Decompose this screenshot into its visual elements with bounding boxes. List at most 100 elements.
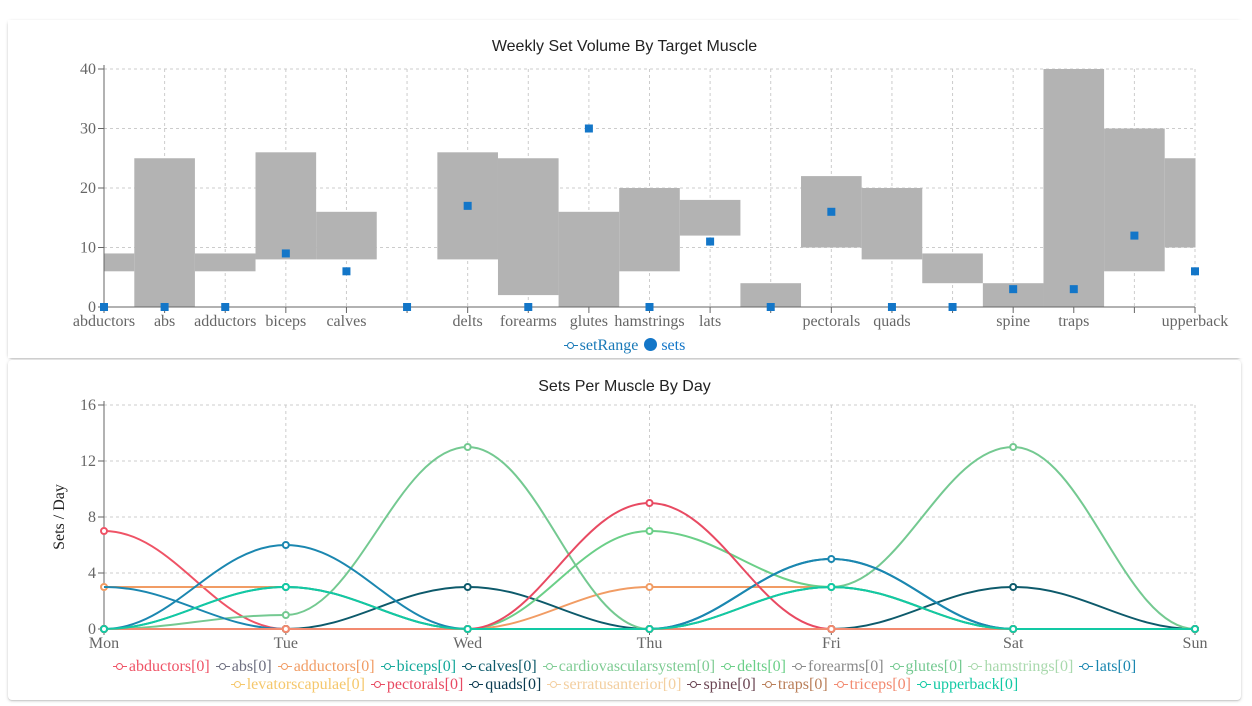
legend-line-icon — [462, 663, 477, 671]
series-point[interactable] — [463, 583, 472, 591]
x-tick-label: lats — [699, 313, 721, 330]
legend-label: quads[0] — [485, 676, 542, 693]
set-range-bar[interactable] — [134, 158, 195, 307]
legend-item[interactable]: adductors[0] — [277, 658, 375, 676]
set-volume-chart-card: Weekly Set Volume By Target Muscle 0 10 20… — [8, 20, 1246, 358]
legend-item[interactable]: calves[0] — [462, 658, 537, 676]
sets-point[interactable] — [524, 303, 533, 311]
legend-item[interactable]: lats[0] — [1079, 658, 1136, 676]
legend-dot-icon — [644, 338, 658, 351]
legend-line-icon — [380, 663, 395, 671]
series-point[interactable] — [645, 625, 654, 633]
legend-item[interactable]: quads[0] — [469, 676, 541, 694]
series-point[interactable] — [645, 583, 654, 591]
set-range-bar[interactable] — [255, 152, 317, 260]
set-range-bar[interactable] — [194, 253, 256, 272]
sets-point[interactable] — [645, 303, 654, 311]
sets-point[interactable] — [342, 267, 351, 276]
series-point[interactable] — [1191, 625, 1199, 633]
axis-mask — [8, 20, 104, 358]
legend-item[interactable]: traps[0] — [761, 676, 828, 694]
legend-item[interactable]: abs[0] — [215, 658, 272, 676]
series-point[interactable] — [281, 541, 290, 549]
set-range-bar[interactable] — [1104, 128, 1165, 272]
sets-point[interactable] — [706, 237, 715, 246]
y-tick-label: 4 — [88, 565, 96, 582]
sets-point[interactable] — [584, 124, 593, 133]
sets-point[interactable] — [1069, 285, 1078, 294]
series-point[interactable] — [827, 555, 836, 563]
legend-item[interactable]: cardiovascularsystem[0] — [542, 658, 715, 676]
sets-point[interactable] — [100, 303, 108, 311]
legend-item[interactable]: levatorscapulae[0] — [230, 676, 365, 694]
set-range-bar[interactable] — [861, 188, 923, 260]
legend-item[interactable]: hamstrings[0] — [968, 658, 1073, 676]
legend-item[interactable]: serratusanterior[0] — [547, 676, 681, 694]
legend-label: abs[0] — [231, 658, 272, 675]
series-point[interactable] — [1009, 583, 1018, 591]
series-point[interactable] — [100, 625, 108, 633]
chart-legend: abductors[0] abs[0] adductors[0] biceps[0] c… — [8, 658, 1241, 694]
sets-point[interactable] — [281, 249, 290, 258]
set-range-bar[interactable] — [1043, 69, 1105, 307]
series-point[interactable] — [463, 443, 472, 451]
legend-item[interactable]: glutes[0] — [889, 658, 962, 676]
x-tick-label: traps — [1058, 313, 1089, 330]
set-range-bar[interactable] — [558, 211, 620, 307]
legend-label: adductors[0] — [293, 658, 375, 675]
legend-line-icon — [542, 663, 557, 671]
legend-item-setRange[interactable]: setRange — [563, 337, 639, 355]
series-point[interactable] — [100, 527, 108, 535]
sets-point[interactable] — [1191, 267, 1199, 276]
legend-line-icon — [469, 681, 484, 689]
set-range-bar[interactable] — [316, 211, 377, 260]
y-tick-label: 10 — [80, 240, 96, 257]
sets-point[interactable] — [948, 303, 957, 311]
set-volume-chart: 0 10 20 30 40 abductors abs adductors biceps calv… — [8, 20, 1246, 358]
legend-item[interactable]: upperback[0] — [916, 676, 1018, 694]
series-point[interactable] — [645, 527, 654, 535]
series-point[interactable] — [1009, 625, 1018, 633]
legend-label: serratusanterior[0] — [563, 676, 682, 693]
sets-point[interactable] — [827, 207, 836, 216]
set-range-bar[interactable] — [740, 283, 802, 307]
sets-point[interactable] — [1130, 231, 1139, 240]
legend-item[interactable]: biceps[0] — [380, 658, 456, 676]
legend-label: sets — [661, 337, 686, 354]
series-point[interactable] — [1009, 443, 1018, 451]
legend-item[interactable]: abductors[0] — [112, 658, 210, 676]
legend-item[interactable]: delts[0] — [721, 658, 786, 676]
legend-line-icon — [761, 681, 776, 689]
legend-item[interactable]: spine[0] — [687, 676, 756, 694]
legend-label: forearms[0] — [808, 658, 884, 675]
set-range-bar[interactable] — [982, 283, 1044, 307]
legend-item-sets[interactable]: sets — [644, 337, 685, 355]
legend-item[interactable]: triceps[0] — [833, 676, 911, 694]
series-point[interactable] — [827, 625, 836, 633]
legend-label: setRange — [579, 337, 639, 354]
x-tick-label: adductors — [194, 313, 256, 330]
sets-point[interactable] — [766, 303, 775, 311]
set-range-bar[interactable] — [497, 158, 559, 296]
series-point[interactable] — [463, 625, 472, 633]
set-range-bar[interactable] — [922, 253, 983, 284]
legend-item[interactable]: forearms[0] — [792, 658, 884, 676]
series-point[interactable] — [827, 583, 836, 591]
x-tick-label: calves — [326, 313, 366, 330]
sets-point[interactable] — [403, 303, 412, 311]
set-range-bar[interactable] — [619, 188, 680, 272]
series-point[interactable] — [281, 583, 290, 591]
y-tick-label: 40 — [80, 61, 96, 78]
series-point[interactable] — [645, 499, 654, 507]
sets-point[interactable] — [887, 303, 896, 311]
sets-point[interactable] — [221, 303, 230, 311]
sets-point[interactable] — [1009, 285, 1018, 294]
sets-point[interactable] — [160, 303, 169, 311]
series-point[interactable] — [281, 625, 290, 633]
sets-point[interactable] — [463, 201, 472, 210]
legend-line-icon — [230, 681, 245, 689]
series-point[interactable] — [281, 611, 290, 619]
legend-line-icon — [563, 342, 578, 350]
legend-item[interactable]: pectorals[0] — [370, 676, 463, 694]
set-range-bar[interactable] — [679, 199, 741, 236]
